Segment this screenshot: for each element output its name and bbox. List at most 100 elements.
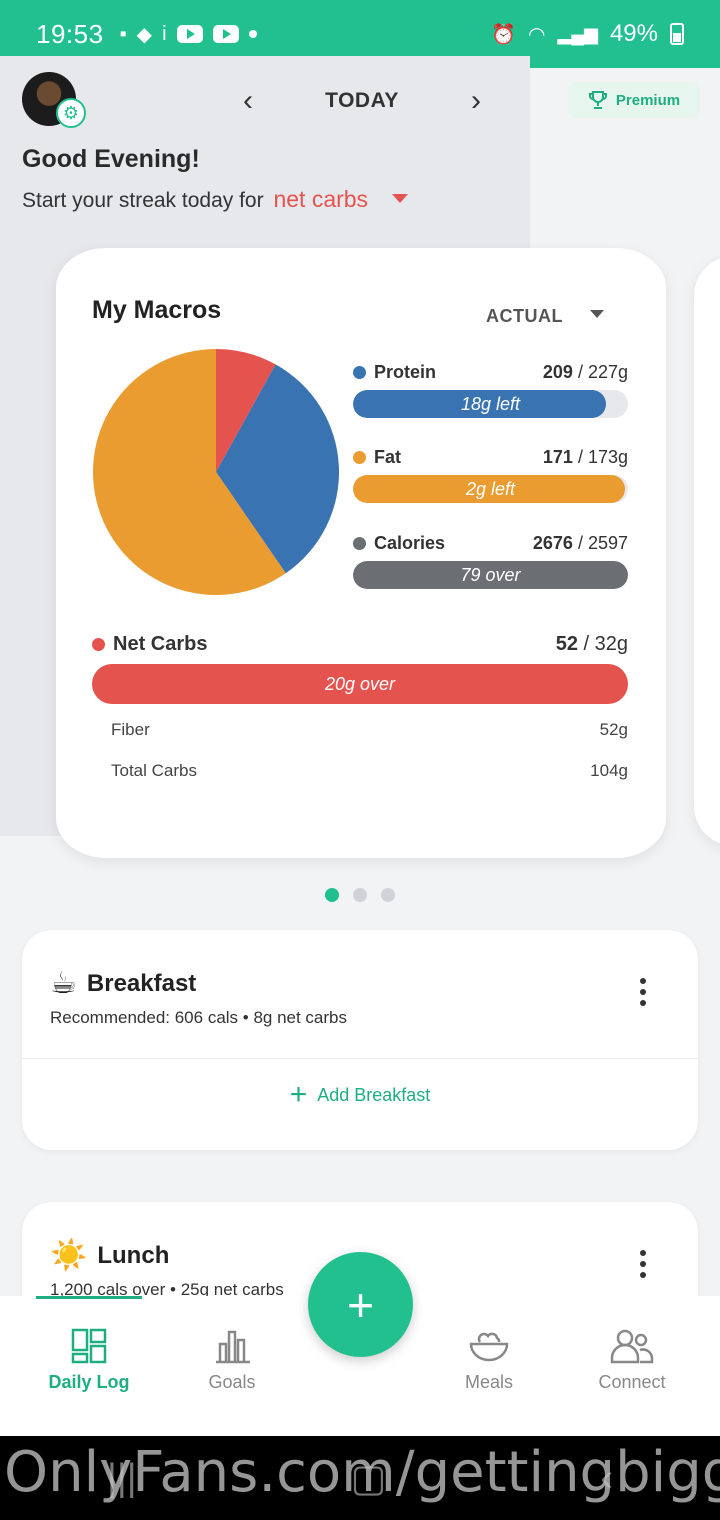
salad-bowl-icon	[469, 1332, 509, 1362]
date-navigator: ‹ TODAY ›	[236, 84, 488, 118]
app-icon: ◆	[136, 23, 153, 46]
caret-down-icon[interactable]	[391, 194, 408, 203]
watermark: OnlyFans.com/gettingbigg	[4, 1440, 720, 1505]
fat-bar: 2g left	[353, 475, 628, 503]
streak-text: Start your streak today for	[22, 189, 264, 212]
protein-target: / 227g	[577, 361, 628, 382]
plus-icon: +	[289, 1078, 308, 1111]
calories-bar: 79 over	[353, 561, 628, 589]
protein-bar-fill	[353, 390, 606, 418]
next-card-peek[interactable]	[694, 256, 720, 846]
sun-icon: ☀️	[50, 1239, 88, 1272]
fat-bar-text: 2g left	[465, 479, 516, 499]
page-dot-1[interactable]	[325, 888, 339, 902]
fat-consumed: 171	[542, 446, 573, 467]
protein-label: Protein	[374, 361, 437, 382]
tab-goals[interactable]: Goals	[172, 1328, 292, 1393]
meal-summary: 1,200 cals over • 25g net carbs	[50, 1280, 284, 1299]
caret-down-icon[interactable]	[590, 310, 604, 318]
macros-card: My Macros ACTUAL Protein 209 / 227g 18g le…	[56, 248, 666, 858]
add-breakfast-button[interactable]: + Add Breakfast	[22, 1080, 698, 1110]
tab-connect[interactable]: Connect	[572, 1328, 692, 1393]
premium-button[interactable]: Premium	[568, 82, 700, 118]
active-tab-indicator	[36, 1296, 142, 1299]
fiber-value: 52g	[599, 720, 628, 739]
calories-bar-fill	[353, 561, 628, 589]
fat-dot	[353, 450, 366, 464]
protein-dot	[353, 365, 366, 379]
calories-bar-text: 79 over	[460, 565, 521, 585]
protein-row: Protein 209 / 227g 18g left	[353, 360, 628, 418]
more-options-icon[interactable]	[640, 978, 646, 1006]
people-icon	[610, 1329, 654, 1364]
protein-bar: 18g left	[353, 390, 628, 418]
page-dot-3[interactable]	[381, 888, 395, 902]
streak-metric[interactable]: net carbs	[273, 186, 369, 212]
alarm-icon: ⏰	[491, 23, 517, 46]
greeting: Good Evening!	[22, 145, 200, 173]
signal-icon: ▂▄▆	[557, 23, 598, 44]
fiber-label: Fiber	[111, 720, 150, 739]
more-options-icon[interactable]	[640, 1250, 646, 1278]
card-title: My Macros	[92, 296, 222, 324]
divider	[22, 1058, 698, 1059]
pie-slice-fat	[92, 349, 286, 595]
meal-title: Lunch	[97, 1241, 170, 1269]
fat-values: 171 / 173g	[543, 447, 628, 468]
net-carbs-target: / 32g	[583, 632, 628, 655]
carousel-indicator	[325, 888, 395, 902]
more-notifications-icon	[248, 30, 257, 38]
pie-slice-net-carbs	[216, 349, 276, 472]
protein-bar-text: 18g left	[460, 394, 521, 414]
tab-meals[interactable]: Meals	[429, 1328, 549, 1393]
clock: 19:53	[36, 18, 104, 49]
chevron-left-icon[interactable]: ‹	[243, 84, 253, 117]
macro-pie-chart	[92, 349, 339, 595]
calories-consumed: 2676	[532, 532, 573, 553]
page-dot-2[interactable]	[353, 888, 367, 902]
recent-apps-icon[interactable]: |||	[106, 1456, 137, 1499]
protein-values: 209 / 227g	[543, 362, 628, 383]
fat-bar-fill	[353, 475, 626, 503]
trophy-icon	[588, 91, 607, 109]
add-breakfast-label: Add Breakfast	[317, 1084, 431, 1105]
streak-selector[interactable]: Start your streak today for net carbs	[22, 186, 408, 213]
battery-percent: 49%	[609, 20, 658, 47]
battery-icon	[670, 23, 684, 45]
bar-chart-icon	[216, 1330, 250, 1364]
net-carbs-label: Net Carbs	[113, 632, 208, 655]
net-carbs-values: 52 / 32g	[556, 633, 628, 656]
chat-icon: ▪	[119, 22, 127, 45]
daily-log-icon	[71, 1328, 107, 1364]
tab-label: Connect	[598, 1372, 666, 1392]
net-carbs-bar-fill	[92, 664, 628, 704]
fat-label: Fat	[374, 446, 401, 467]
system-icons: ⏰ ◠ ▂▄▆ 49%	[491, 20, 684, 48]
info-icon: i	[162, 22, 167, 45]
tab-daily-log[interactable]: Daily Log	[29, 1328, 149, 1393]
tab-label: Goals	[208, 1372, 256, 1392]
chevron-right-icon[interactable]: ›	[470, 84, 481, 117]
add-food-fab[interactable]: +	[308, 1252, 413, 1357]
calories-target: / 2597	[577, 532, 628, 553]
calories-row: Calories 2676 / 2597 79 over	[353, 531, 628, 589]
system-navigation-bar: ||| ▢ ‹	[0, 1436, 720, 1520]
fat-target: / 173g	[577, 446, 628, 467]
calories-dot	[353, 536, 366, 550]
tab-label: Meals	[464, 1372, 513, 1392]
fiber-row: Fiber 52g	[111, 720, 628, 740]
calories-label: Calories	[374, 532, 446, 553]
meal-recommendation: Recommended: 606 cals • 8g net carbs	[50, 1008, 348, 1027]
meal-title: Breakfast	[86, 969, 197, 997]
date-label[interactable]: TODAY	[325, 89, 399, 112]
calories-values: 2676 / 2597	[533, 533, 628, 554]
mode-select[interactable]: ACTUAL	[486, 306, 563, 326]
settings-gear-icon[interactable]: ⚙	[56, 98, 86, 128]
protein-consumed: 209	[542, 361, 573, 382]
youtube-icon	[212, 25, 239, 43]
net-carbs-consumed: 52	[555, 632, 578, 655]
back-icon[interactable]: ‹	[600, 1456, 614, 1499]
total-carbs-row: Total Carbs 104g	[111, 761, 628, 781]
premium-label: Premium	[615, 91, 681, 109]
home-icon[interactable]: ▢	[350, 1457, 387, 1500]
